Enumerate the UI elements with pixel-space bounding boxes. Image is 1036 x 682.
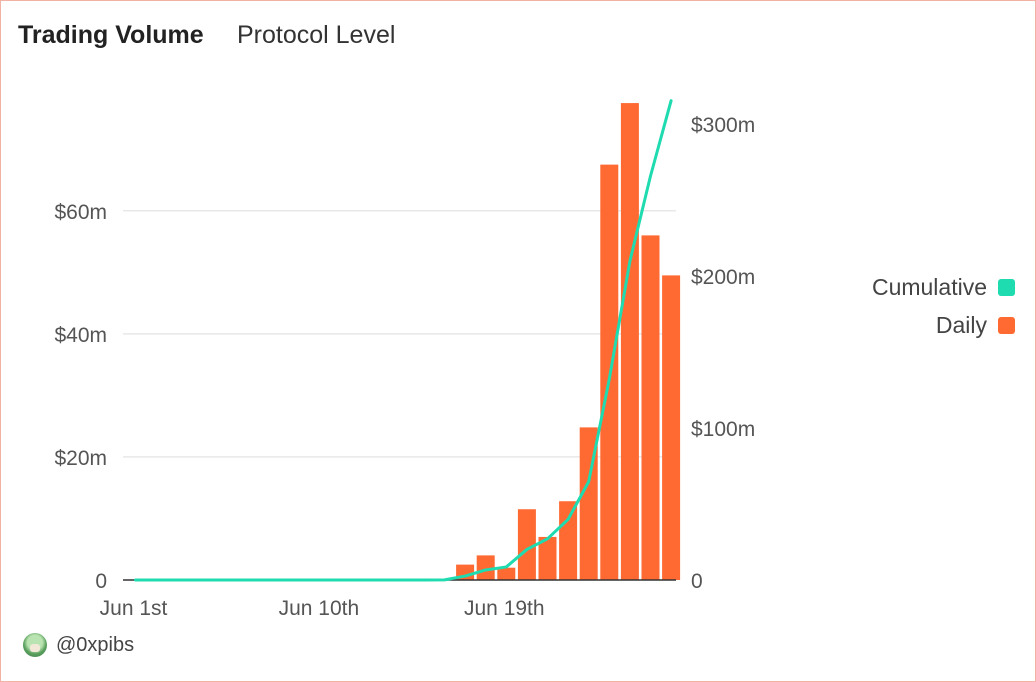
x-tick-label: Jun 10th	[279, 597, 360, 620]
chart-title: Trading Volume	[18, 21, 204, 49]
footer: @0xpibs	[23, 633, 134, 657]
y-left-tick-label: $20m	[54, 447, 107, 470]
legend-item-cumulative[interactable]: Cumulative	[872, 268, 1015, 306]
line-cumulative	[134, 99, 673, 582]
bar-daily	[620, 103, 639, 581]
x-tick-label: Jun 19th	[464, 597, 545, 620]
avatar-icon	[23, 633, 47, 657]
legend-swatch-daily	[998, 316, 1015, 334]
bar-daily	[641, 235, 660, 580]
legend-item-daily[interactable]: Daily	[872, 306, 1015, 344]
y-left-tick-label: $60m	[54, 201, 107, 224]
y-right-tick-label: $200m	[691, 266, 755, 289]
author-handle[interactable]: @0xpibs	[56, 633, 135, 656]
bar-daily	[497, 567, 516, 580]
bar-daily	[476, 555, 495, 580]
chart-legend: Cumulative Daily	[872, 268, 1015, 344]
bar-daily	[517, 509, 536, 580]
bar-daily	[538, 536, 557, 580]
bar-daily	[662, 275, 681, 580]
y-right-tick-label: $100m	[691, 418, 755, 441]
y-left-tick-label: 0	[95, 570, 107, 593]
y-right-tick-label: $300m	[691, 114, 755, 137]
y-left-tick-label: $40m	[54, 324, 107, 347]
bar-daily	[559, 501, 578, 580]
legend-label-cumulative: Cumulative	[871, 273, 987, 300]
x-tick-label: Jun 1st	[100, 597, 168, 620]
legend-label-daily: Daily	[935, 311, 987, 338]
y-right-tick-label: 0	[691, 570, 703, 593]
chart-subtitle: Protocol Level	[237, 21, 396, 49]
legend-swatch-cumulative	[998, 278, 1015, 296]
